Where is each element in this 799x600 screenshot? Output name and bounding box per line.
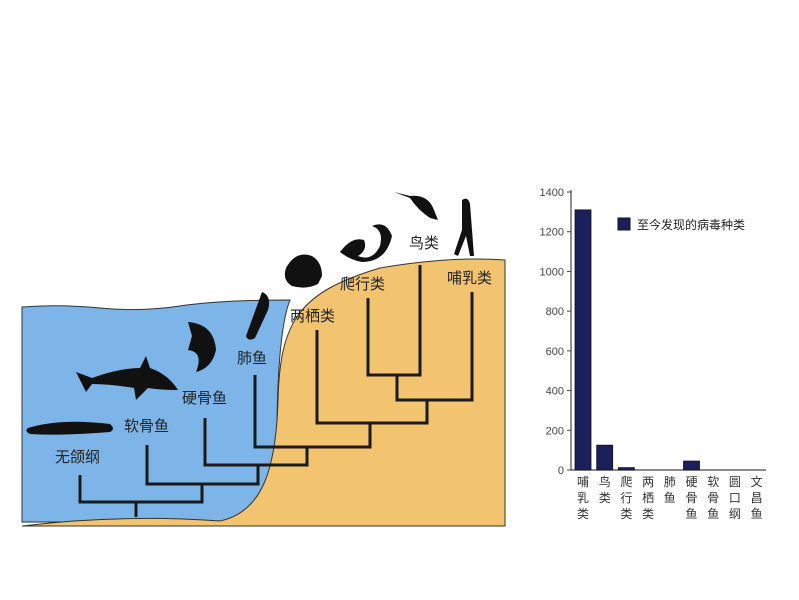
x-tick-label: 两栖类 (642, 475, 654, 521)
frog-icon (284, 254, 322, 288)
x-tick-label: 哺乳类 (577, 475, 589, 521)
y-tick-label: 1200 (540, 227, 564, 239)
virus-bar-chart: 0 200 400 600 800 1000 1200 1400 哺乳类鸟类爬行类两栖类肺鱼硬骨… (540, 187, 766, 521)
label-cartilaginous-fish: 软骨鱼 (124, 417, 169, 435)
bar-爬行类 (618, 467, 635, 471)
shark-icon (76, 356, 178, 400)
phylogenetic-tree (78, 265, 474, 517)
lamprey-icon (26, 421, 113, 435)
x-tick-label: 肺鱼 (664, 475, 676, 505)
angelfish-icon (188, 322, 216, 372)
label-agnatha: 无颌纲 (55, 448, 100, 466)
x-tick-label: 文昌鱼 (751, 474, 763, 521)
x-tick-label: 爬行类 (620, 475, 632, 521)
y-tick-label: 400 (546, 386, 564, 398)
human-icon (454, 198, 474, 256)
label-reptiles: 爬行类 (340, 275, 385, 293)
bar-硬骨鱼 (683, 460, 700, 471)
y-tick-label: 1400 (540, 187, 564, 199)
snake-icon (340, 224, 392, 262)
bird-icon (394, 192, 438, 220)
legend-swatch (617, 217, 631, 231)
label-lungfish: 肺鱼 (237, 349, 267, 367)
land-region (21, 258, 506, 527)
lungfish-icon (246, 292, 270, 340)
bar-哺乳类 (574, 209, 592, 471)
label-birds: 鸟类 (409, 234, 439, 252)
x-tick-label: 鸟类 (599, 474, 611, 505)
bar-鸟类 (596, 444, 614, 471)
y-tick-label: 600 (546, 346, 564, 358)
x-tick-label: 软骨鱼 (707, 475, 719, 521)
label-bony-fish: 硬骨鱼 (182, 389, 227, 407)
x-tick-label: 硬骨鱼 (685, 475, 697, 521)
y-tick-label: 800 (546, 306, 564, 318)
y-tick-label: 1000 (540, 266, 564, 278)
y-tick-label: 200 (546, 425, 564, 437)
legend-label: 至今发现的病毒种类 (637, 217, 745, 232)
label-amphibians: 两栖类 (290, 307, 335, 325)
x-tick-label: 圆口纲 (729, 475, 741, 521)
y-tick-label: 0 (558, 465, 564, 477)
label-mammals: 哺乳类 (447, 269, 492, 287)
